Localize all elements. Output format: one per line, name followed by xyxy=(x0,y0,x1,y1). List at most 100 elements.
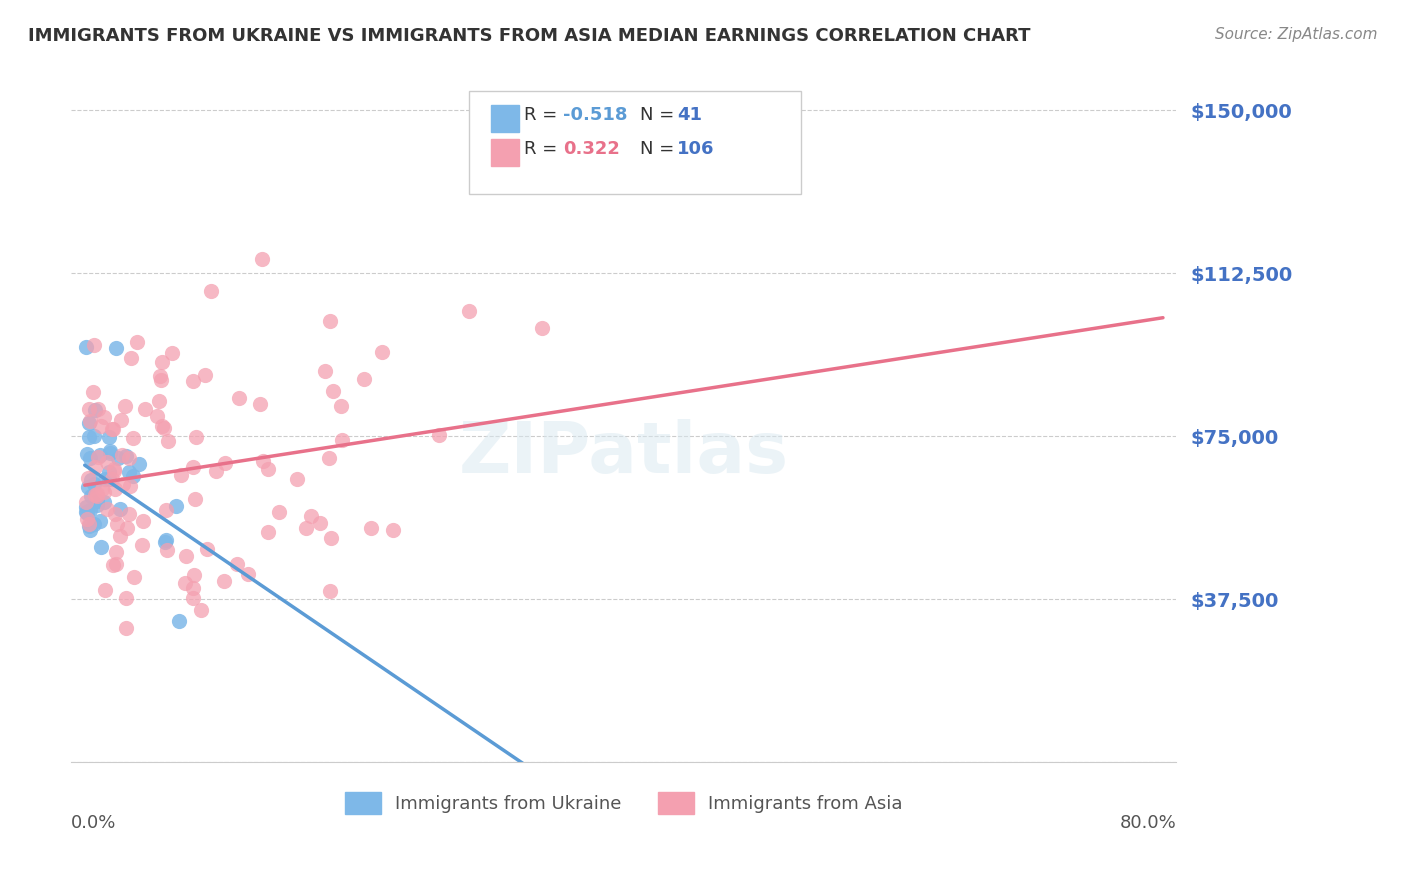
Point xyxy=(150,419,173,434)
Point xyxy=(75,340,97,354)
Point xyxy=(148,394,170,409)
Point xyxy=(82,385,104,400)
Text: -0.518: -0.518 xyxy=(562,106,627,124)
Text: 0.322: 0.322 xyxy=(562,140,620,158)
Point xyxy=(257,525,280,540)
Point xyxy=(122,431,145,445)
Point xyxy=(118,479,141,493)
Point xyxy=(98,446,121,460)
Point xyxy=(112,477,135,491)
Point xyxy=(79,416,101,430)
Point xyxy=(155,502,177,516)
Point xyxy=(86,498,108,512)
Text: 80.0%: 80.0% xyxy=(1119,814,1177,832)
Point xyxy=(427,427,450,442)
Point xyxy=(98,465,121,479)
Text: R =: R = xyxy=(524,140,564,158)
Point xyxy=(98,443,121,458)
Point xyxy=(122,570,145,584)
Point xyxy=(132,515,155,529)
Point xyxy=(249,397,271,411)
Point xyxy=(322,384,344,398)
Point xyxy=(371,345,394,359)
FancyBboxPatch shape xyxy=(470,91,800,194)
Point xyxy=(318,450,340,465)
Point xyxy=(96,455,118,469)
Point xyxy=(257,461,280,475)
Point xyxy=(225,557,247,571)
Point xyxy=(118,450,141,465)
Point xyxy=(101,472,124,486)
Point xyxy=(131,538,153,552)
Point xyxy=(155,533,177,547)
Point xyxy=(269,505,291,519)
Point xyxy=(531,321,554,335)
Point xyxy=(76,506,98,520)
Point xyxy=(75,500,97,514)
Point xyxy=(167,614,190,628)
Point xyxy=(103,507,125,521)
Point xyxy=(236,567,259,582)
Point xyxy=(360,521,382,535)
Point xyxy=(174,549,197,563)
Point xyxy=(79,451,101,466)
Point xyxy=(184,491,207,506)
Point xyxy=(83,338,105,352)
Point xyxy=(83,403,105,417)
Point xyxy=(80,473,103,487)
Point xyxy=(299,509,322,524)
Point xyxy=(128,457,150,471)
Point xyxy=(181,374,204,388)
Point xyxy=(108,501,131,516)
Point xyxy=(86,450,108,464)
Point xyxy=(330,433,353,447)
Bar xyxy=(491,139,519,167)
Point xyxy=(104,545,127,559)
Point xyxy=(101,422,124,436)
Point xyxy=(83,476,105,491)
Point xyxy=(152,421,174,435)
Point xyxy=(105,516,128,531)
Point xyxy=(94,472,117,486)
Point xyxy=(214,574,236,588)
Point xyxy=(98,472,121,486)
Point xyxy=(118,508,141,522)
Point xyxy=(200,285,222,299)
Point xyxy=(295,521,318,535)
Point xyxy=(104,341,127,355)
Point xyxy=(170,468,193,483)
Point xyxy=(115,521,138,535)
Point xyxy=(89,448,111,462)
Point xyxy=(214,456,236,470)
Text: N =: N = xyxy=(640,106,681,124)
Point xyxy=(314,364,336,378)
Point xyxy=(83,517,105,532)
Point xyxy=(228,391,250,405)
Point xyxy=(97,430,120,444)
Point xyxy=(90,418,112,433)
Point xyxy=(150,373,173,387)
Text: Source: ZipAtlas.com: Source: ZipAtlas.com xyxy=(1215,27,1378,42)
Point xyxy=(181,581,204,595)
Point xyxy=(115,591,138,605)
Point xyxy=(181,460,204,475)
Text: R =: R = xyxy=(524,106,564,124)
Point xyxy=(77,480,100,494)
Point xyxy=(204,464,226,478)
Point xyxy=(165,500,187,514)
Text: ZIPatlas: ZIPatlas xyxy=(458,419,789,489)
Point xyxy=(80,489,103,503)
Point xyxy=(75,505,97,519)
Point xyxy=(321,531,343,545)
Point xyxy=(190,603,212,617)
Point xyxy=(194,368,217,382)
Point xyxy=(93,485,115,500)
Legend: Immigrants from Ukraine, Immigrants from Asia: Immigrants from Ukraine, Immigrants from… xyxy=(337,785,910,822)
Point xyxy=(183,568,205,582)
Point xyxy=(122,469,145,483)
Point xyxy=(77,517,100,532)
Point xyxy=(157,434,180,448)
Point xyxy=(115,449,138,463)
Point xyxy=(195,541,218,556)
Point xyxy=(77,471,100,485)
